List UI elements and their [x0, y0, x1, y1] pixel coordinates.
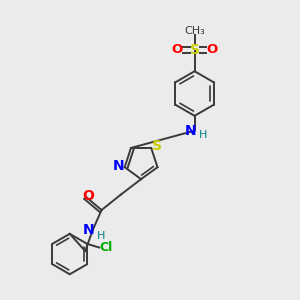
Text: S: S [152, 140, 162, 154]
Text: CH₃: CH₃ [184, 26, 205, 36]
Text: O: O [207, 43, 218, 56]
Text: H: H [97, 231, 105, 241]
Text: Cl: Cl [99, 241, 112, 254]
Text: O: O [171, 43, 182, 56]
Text: S: S [190, 43, 200, 57]
Text: N: N [113, 159, 124, 173]
Text: N: N [184, 124, 196, 138]
Text: O: O [82, 189, 94, 203]
Text: N: N [83, 223, 94, 237]
Text: H: H [199, 130, 208, 140]
